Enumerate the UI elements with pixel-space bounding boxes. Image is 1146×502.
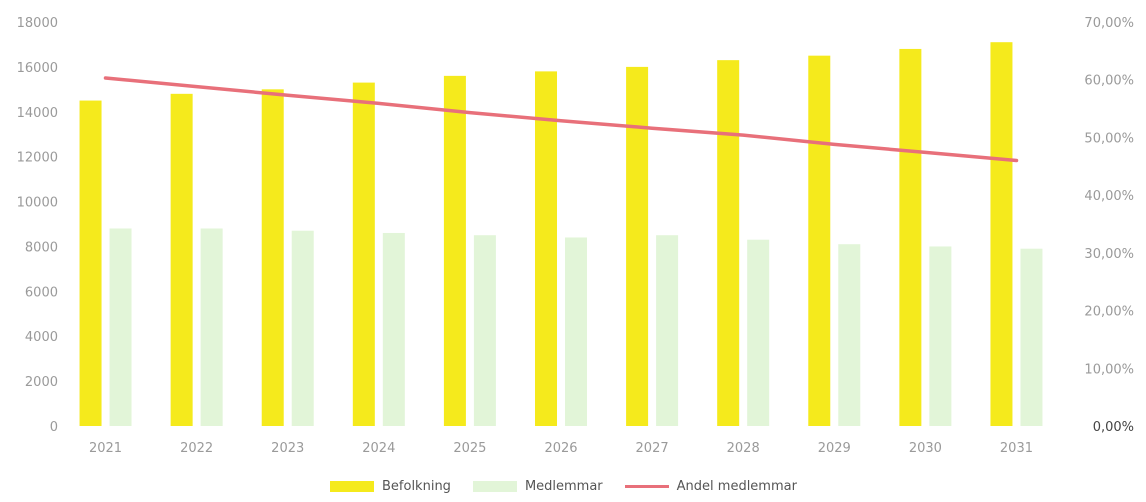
x-axis: 2021 2022 2023 2024 2025 2026 2027 2028 2029 2030…	[89, 441, 1033, 456]
x-tick-label: 2031	[1000, 441, 1033, 456]
x-tick-label: 2030	[909, 441, 942, 456]
bars	[79, 42, 1043, 427]
bar-befolkning	[79, 100, 102, 427]
x-tick-label: 2021	[89, 441, 122, 456]
bar-befolkning	[535, 71, 557, 426]
legend-swatch-befolkning	[330, 480, 374, 492]
y-left-axis: 0 2000 4000 6000 8000 10000 12000 14000 16000 180…	[17, 16, 58, 435]
x-tick-label: 2029	[818, 441, 851, 456]
y-left-tick-label: 18000	[17, 16, 58, 31]
x-tick-label: 2028	[727, 441, 760, 456]
legend-item-befolkning: Befolkning	[330, 479, 451, 494]
y-left-tick-label: 16000	[17, 61, 58, 76]
legend-item-andel-medlemmar: Andel medlemmar	[624, 478, 797, 494]
y-right-tick-label: 10,00%	[1084, 362, 1134, 377]
bar-befolkning	[717, 60, 740, 427]
y-left-tick-label: 12000	[17, 151, 58, 166]
bar-medlemmar	[382, 232, 405, 426]
legend-label-befolkning: Befolkning	[382, 478, 451, 494]
y-left-tick-label: 2000	[25, 375, 58, 390]
x-tick-label: 2027	[636, 441, 669, 456]
y-right-tick-label: 30,00%	[1084, 247, 1134, 262]
y-right-tick-label: 70,00%	[1084, 16, 1134, 31]
bar-befolkning	[170, 93, 193, 427]
bar-medlemmar	[656, 235, 679, 426]
line-layer	[103, 76, 1019, 163]
legend-swatch-andel-medlemmar	[624, 484, 669, 488]
bar-medlemmar	[838, 244, 861, 426]
bar-befolkning	[443, 75, 466, 426]
x-tick-label: 2024	[362, 441, 395, 456]
bar-medlemmar	[1020, 248, 1043, 426]
line-andel-medlemmar	[103, 76, 1019, 163]
y-left-tick-label: 14000	[17, 106, 58, 121]
bar-medlemmar	[747, 239, 770, 426]
legend-item-medlemmar: Medlemmar	[472, 478, 603, 494]
y-right-tick-label: 20,00%	[1084, 305, 1134, 320]
bar-medlemmar	[109, 228, 132, 426]
bar-befolkning	[899, 48, 922, 426]
y-right-axis: 0,00% 10,00% 20,00% 30,00% 40,00% 50,00% 60,00…	[1084, 16, 1134, 435]
bar-befolkning	[990, 42, 1013, 426]
bar-medlemmar	[200, 228, 223, 426]
bar-medlemmar	[473, 235, 496, 426]
bar-befolkning	[352, 82, 375, 426]
y-right-tick-label: 50,00%	[1084, 131, 1134, 146]
y-right-tick-label: 0,00%	[1093, 420, 1134, 435]
x-tick-label: 2026	[544, 441, 577, 456]
y-left-tick-label: 6000	[25, 285, 58, 300]
y-right-tick-label: 40,00%	[1084, 189, 1134, 204]
bar-befolkning	[626, 66, 649, 426]
legend-label-andel-medlemmar: Andel medlemmar	[676, 478, 797, 494]
y-left-tick-label: 0	[50, 420, 58, 435]
bar-medlemmar	[929, 246, 952, 426]
legend: Befolkning Medlemmar Andel medlemmar	[330, 474, 797, 498]
bar-medlemmar	[291, 230, 314, 426]
chart: 0 2000 4000 6000 8000 10000 12000 14000 16000 180…	[17, 16, 1134, 456]
x-tick-label: 2022	[180, 441, 213, 456]
x-tick-label: 2023	[271, 441, 304, 456]
legend-label-medlemmar: Medlemmar	[524, 478, 603, 494]
bar-befolkning	[808, 55, 831, 427]
legend-swatch-medlemmar	[472, 480, 517, 492]
y-left-tick-label: 10000	[17, 196, 58, 211]
y-right-tick-label: 60,00%	[1084, 74, 1134, 89]
x-tick-label: 2025	[453, 441, 486, 456]
bar-befolkning	[261, 89, 284, 426]
y-left-tick-label: 8000	[25, 240, 58, 255]
y-left-tick-label: 4000	[25, 330, 58, 345]
bar-medlemmar	[565, 237, 587, 426]
